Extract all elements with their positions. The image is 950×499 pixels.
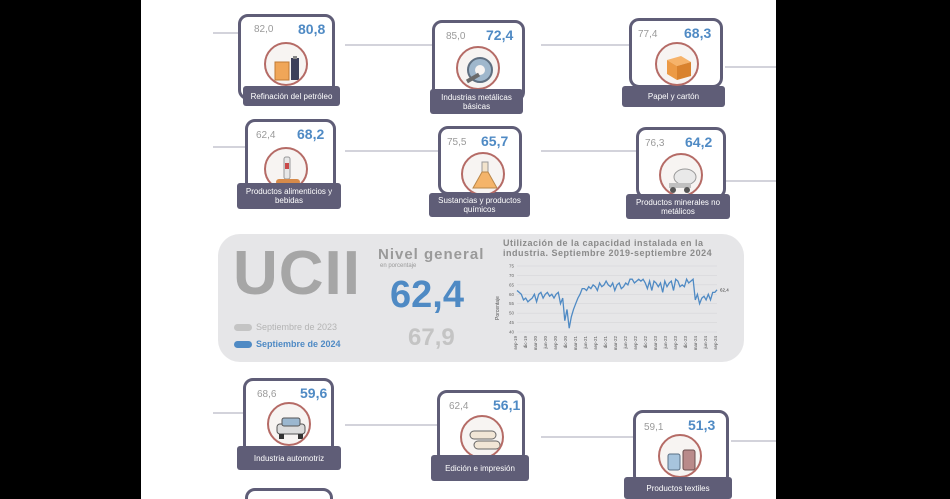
legend-swatch-gray [234,323,252,331]
x-tick-label: mar-21 [573,336,578,351]
connector-line [345,424,441,426]
connector-line [541,44,637,46]
y-tick-label: 65 [509,282,515,287]
value-2024: 68,3 [684,25,712,41]
y-tick-label: 50 [509,311,515,316]
metal-coil-icon [456,46,500,90]
value-2023: 59,1 [644,422,664,433]
legend-swatch-blue [234,340,252,348]
legend-2024: Septiembre de 2024 [234,339,341,349]
value-2024: 68,2 [297,126,325,142]
connector-line [541,436,637,438]
value-2023: 76,3 [645,138,665,149]
sector-label: Industria automotriz [237,446,341,470]
connector-line [213,32,253,34]
y-tick-label: 70 [509,273,515,278]
x-tick-label: sep-23 [673,336,678,350]
x-tick-label: jun-24 [703,336,708,350]
sector-label: Edición e impresión [431,455,529,481]
summary-panel: UCII Septiembre de 2023 Septiembre de 20… [218,234,744,362]
sector-label: Productos alimenticios y bebidas [237,183,341,209]
y-tick-label: 75 [509,264,515,269]
x-tick-label: sep-20 [553,336,558,350]
connector-line [725,66,776,68]
x-tick-label: sep-24 [713,336,718,350]
nivel-general-unit: en porcentaje [380,263,417,269]
series-line-ucii [516,277,718,329]
connector-line [345,44,441,46]
left-margin [0,0,141,499]
x-tick-label: mar-24 [693,336,698,351]
value-2023: 77,4 [638,29,658,40]
x-tick-label: jun-23 [663,336,668,350]
value-2023: 75,5 [447,137,467,148]
value-2023: 82,0 [254,24,274,35]
value-2024: 59,6 [300,385,328,401]
x-tick-label: dic-23 [683,336,688,349]
x-tick-label: mar-20 [533,336,538,351]
connector-line [541,150,637,152]
right-margin [776,0,950,499]
x-tick-label: sep-19 [513,336,518,350]
connector-line [213,412,253,414]
value-2024: 64,2 [685,134,713,150]
y-tick-label: 45 [509,320,515,325]
sector-card-partial [245,488,333,499]
value-2024: 72,4 [486,27,514,43]
x-tick-label: dic-19 [523,336,528,349]
value-2024: 51,3 [688,417,716,433]
sector-label: Industrias metálicas básicas [430,89,523,114]
value-2023: 68,6 [257,389,277,400]
x-tick-label: sep-22 [633,336,638,350]
x-tick-label: mar-23 [653,336,658,351]
connector-line [345,150,441,152]
yarn-icon [658,434,702,478]
y-tick-label: 60 [509,292,515,297]
connector-line [731,440,776,442]
y-tick-label: 40 [509,330,515,335]
connector-line [213,146,253,148]
nivel-general-2023: 67,9 [408,324,455,351]
ucii-line-chart: Porcentaje 75 70 65 60 55 50 45 40 62,4 sep-19 dic-… [495,264,729,351]
value-2024: 80,8 [298,21,326,37]
sector-label: Productos minerales no metálicos [626,194,730,219]
flask-icon [461,152,505,196]
connector-line [725,180,776,182]
legend-2023: Septiembre de 2023 [234,322,337,332]
oil-barrels-icon [264,42,308,86]
sector-label: Productos textiles [624,477,732,499]
y-axis-label: Porcentaje [495,296,501,320]
x-tick-label: jun-21 [583,336,588,350]
legend-label-2023: Septiembre de 2023 [256,322,338,332]
x-tick-label: jun-20 [543,336,548,350]
sector-label: Refinación del petróleo [243,86,340,106]
x-tick-label: sep-21 [593,336,598,350]
cardboard-box-icon [655,42,699,86]
x-tick-label: dic-21 [603,336,608,349]
x-tick-label: dic-22 [643,336,648,349]
value-2023: 62,4 [449,401,469,412]
value-2023: 85,0 [446,31,466,42]
nivel-general-title: Nivel general [378,246,485,263]
chart-title: Utilización de la capacidad instalada en… [503,238,713,258]
y-tick-label: 55 [509,301,515,306]
infographic-canvas: 82,0 80,8 Refinación del petróleo 85,0 7… [141,0,776,499]
sector-label: Papel y cartón [622,86,725,107]
ucii-title: UCII [233,239,361,308]
nivel-general-2024: 62,4 [390,274,464,316]
legend-label-2024: Septiembre de 2024 [256,339,341,349]
value-2023: 62,4 [256,130,276,141]
end-value-label: 62,4 [720,287,729,292]
x-tick-label: mar-22 [613,336,618,351]
value-2024: 65,7 [481,133,509,149]
car-icon [267,402,311,446]
paper-rolls-icon [460,415,504,459]
cement-mixer-icon [659,153,703,197]
value-2024: 56,1 [493,397,521,413]
x-tick-label: dic-20 [563,336,568,349]
x-tick-label: jun-22 [623,336,628,350]
sector-label: Sustancias y productos químicos [429,193,530,217]
